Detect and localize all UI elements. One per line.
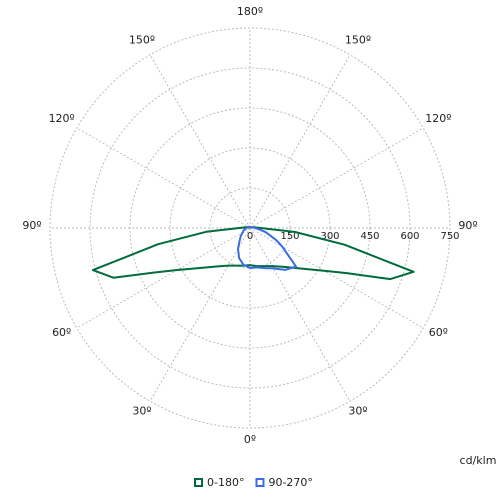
legend-marker — [255, 478, 265, 487]
legend-label: 0-180° — [207, 476, 244, 489]
polar-line — [237, 225, 297, 271]
angle-label: 60º — [52, 326, 71, 339]
radial-tick-label: 300 — [320, 231, 339, 242]
unit-label: cd/klm — [460, 454, 497, 467]
grid-spoke — [149, 54, 251, 229]
legend: 0-180° 90-270° — [194, 476, 313, 489]
grid-spoke — [249, 227, 351, 402]
angle-label: 120º — [49, 112, 75, 125]
grid-spoke — [249, 227, 424, 329]
grid-spoke — [249, 54, 351, 229]
radial-tick-label: 150 — [280, 231, 299, 242]
angle-label: 150º — [129, 34, 155, 47]
radial-tick-label: 450 — [360, 231, 379, 242]
legend-marker — [194, 478, 203, 487]
grid-spoke — [149, 227, 251, 402]
angle-label: 30º — [132, 404, 151, 417]
radial-tick-label: 750 — [440, 231, 459, 242]
angle-label: 0º — [244, 433, 256, 446]
polar-line — [91, 226, 415, 281]
grid-spoke — [76, 127, 251, 229]
legend-label: 90-270° — [268, 476, 312, 489]
radial-tick-label: 0 — [247, 231, 253, 242]
angle-label: 30º — [348, 404, 367, 417]
angle-label: 120º — [425, 112, 451, 125]
angle-label: 180º — [237, 5, 263, 18]
angle-label: 90º — [22, 219, 41, 232]
angle-label: 150º — [345, 34, 371, 47]
grid-spoke — [249, 127, 424, 229]
grid-ring — [49, 27, 451, 429]
angle-label: 60º — [429, 326, 448, 339]
radial-tick-label: 600 — [400, 231, 419, 242]
grid-spoke — [76, 227, 251, 329]
angle-label: 90º — [458, 219, 477, 232]
